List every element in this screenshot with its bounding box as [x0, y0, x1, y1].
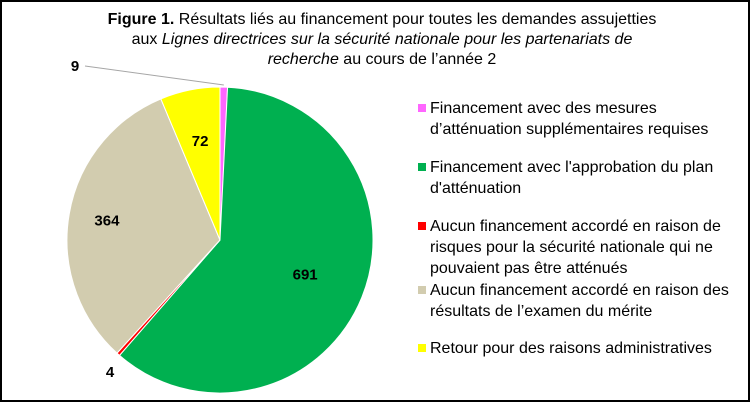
chart-title: Figure 1. Résultats liés au financement …: [62, 10, 702, 70]
legend-label-4: Aucun financement accordé en raison des …: [430, 282, 729, 320]
legend-label-3: Aucun financement accordé en raison de r…: [430, 218, 721, 277]
pie-slice-4: [66, 98, 221, 354]
leader-line-1: [84, 65, 224, 86]
data-label-3: 4: [106, 364, 115, 381]
data-label-4: 364: [94, 212, 120, 229]
title-line2-italic: Lignes directrices sur la sécurité natio…: [161, 31, 633, 48]
pie-slice-2: [118, 86, 374, 394]
data-labels: 9 691 4 364 72: [71, 58, 318, 381]
title-line1: Résultats liés au financement pour toute…: [174, 11, 657, 28]
title-line3-suffix: au cours de l’année 2: [338, 51, 497, 68]
legend-swatch-5: [418, 344, 426, 352]
leader-lines: [84, 65, 224, 86]
legend-label-2: Financement avec l'approbation du plan d…: [430, 159, 714, 197]
legend-swatch-3: [418, 222, 426, 230]
legend-swatch-1: [418, 104, 426, 112]
legend-label-1: Financement avec des mesures d’atténuati…: [430, 100, 709, 138]
pie-slices: [66, 86, 374, 394]
data-label-2: 691: [293, 266, 318, 283]
legend-swatch-2: [418, 163, 426, 171]
data-label-1: 9: [71, 58, 79, 75]
pie-slice-5: [160, 86, 221, 241]
data-label-5: 72: [192, 133, 209, 150]
legend-label-5: Retour pour des raisons administratives: [430, 340, 712, 357]
title-line2-prefix: aux: [131, 31, 162, 48]
title-line3-italic: recherche: [267, 51, 339, 68]
legend-swatch-4: [418, 286, 426, 294]
figure-number: Figure 1.: [107, 11, 175, 28]
